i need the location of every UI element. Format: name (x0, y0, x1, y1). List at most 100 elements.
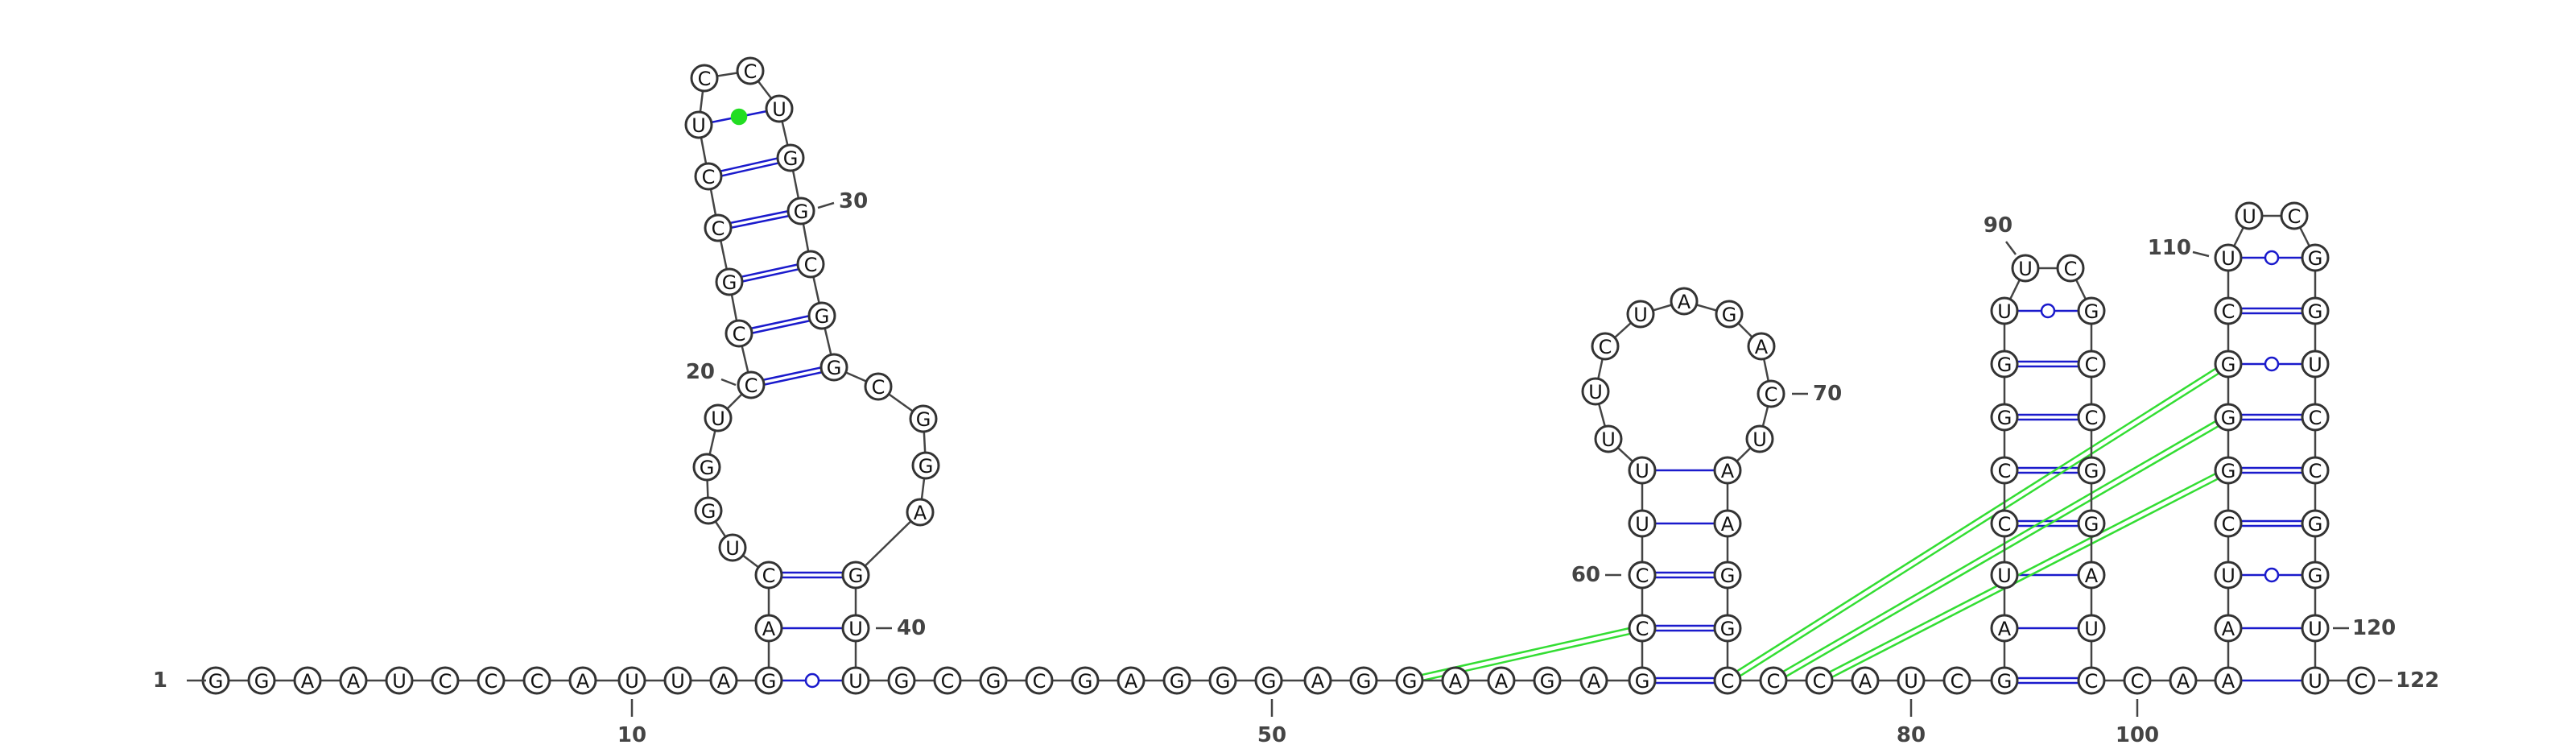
nucleotide-letter: U (711, 408, 725, 430)
nucleotide: C (2077, 403, 2106, 432)
nucleotide: C (1757, 379, 1785, 408)
nucleotide-letter: A (576, 670, 590, 693)
nucleotide-circle (736, 56, 765, 85)
nucleotide-letter: A (1449, 670, 1463, 693)
nucleotide: G (247, 666, 276, 695)
nucleotide: U (841, 614, 870, 643)
label-70: 70 (1813, 382, 1842, 406)
nucleotide-letter: C (2309, 407, 2322, 429)
nucleotide: A (2214, 666, 2243, 695)
nucleotide-circle (568, 666, 597, 695)
nucleotide-letter: G (2221, 354, 2236, 376)
nucleotide: G (776, 143, 805, 172)
nucleotide-letter: C (485, 670, 498, 693)
nucleotide-letter: A (1721, 460, 1735, 482)
nucleotide-circle (1990, 614, 2019, 643)
nucleotide: G (807, 301, 836, 330)
nucleotide: G (979, 666, 1008, 695)
nucleotide-circle (2214, 509, 2243, 538)
nucleotide-letter: G (916, 408, 931, 431)
nucleotide-letter: U (725, 537, 740, 560)
label-90: 90 (1984, 213, 2013, 238)
nucleotide: G (1071, 666, 1100, 695)
nucleotide-letter: U (2221, 247, 2235, 270)
nucleotide: U (2301, 614, 2330, 643)
nucleotide: G (1533, 666, 1562, 695)
nucleotide-circle (2235, 201, 2264, 230)
nucleotide: U (1897, 666, 1926, 695)
nucleotide-letter: C (530, 670, 544, 693)
wobble-pair-marker (2264, 356, 2280, 372)
nucleotide-circle (684, 110, 713, 139)
canonical-pair-line (720, 157, 778, 172)
canonical-pair-line (762, 366, 821, 381)
nucleotide-circle (2301, 456, 2330, 485)
nucleotide: G (1990, 350, 2019, 379)
nucleotide: U (841, 666, 870, 695)
nucleotide: U (2214, 561, 2243, 590)
nucleotide-letter: U (1635, 460, 1649, 482)
nucleotide: A (1117, 666, 1146, 695)
nucleotide: U (663, 666, 692, 695)
nucleotide-letter: C (702, 166, 716, 188)
nucleotide: U (1990, 296, 2019, 325)
nucleotide-circle (841, 614, 870, 643)
nucleotide: G (1713, 614, 1742, 643)
nucleotide-circle (1303, 666, 1332, 695)
nucleotide-circle (754, 561, 783, 590)
nucleotide-letter: A (717, 670, 731, 693)
nucleotide: U (1581, 377, 1610, 406)
nucleotide-letter: G (1356, 670, 1372, 693)
nucleotide: C (2214, 509, 2243, 538)
nucleotide: G (2077, 509, 2106, 538)
nucleotide-circle (431, 666, 460, 695)
nucleotide-circle (1626, 300, 1655, 329)
nucleotide: G (692, 453, 721, 482)
nucleotide: C (1990, 456, 2019, 485)
nucleotide: G (1628, 666, 1657, 695)
nucleotide-circle (2301, 296, 2330, 325)
nucleotide-letter: G (2308, 513, 2323, 536)
nucleotide-circle (477, 666, 506, 695)
nucleotide-circle (2077, 296, 2106, 325)
pseudoknot-pair-line (1782, 420, 2217, 673)
nucleotide: U (2235, 201, 2264, 230)
nucleotide: C (2056, 254, 2085, 283)
nucleotide-circle (2123, 666, 2152, 695)
nucleotide-circle (1713, 561, 1742, 590)
canonical-pair-line (742, 268, 799, 283)
nucleotide-letter: U (2018, 258, 2033, 280)
nucleotide-circle (1071, 666, 1100, 695)
nucleotide-circle (1162, 666, 1191, 695)
nucleotide-letter: A (2085, 565, 2099, 587)
nucleotide: G (2301, 243, 2330, 272)
nucleotide-letter: G (2084, 300, 2099, 323)
nucleotide-letter: G (1170, 670, 1185, 693)
nucleotide-circle (2214, 614, 2243, 643)
nucleotide-circle (2301, 614, 2330, 643)
nucleotide-circle (247, 666, 276, 695)
nucleotide: C (477, 666, 506, 695)
nucleotide-letter: U (772, 98, 786, 121)
nucleotide: A (1990, 614, 2019, 643)
nucleotide-circle (1025, 666, 1054, 695)
nucleotide-circle (1628, 509, 1657, 538)
nucleotide: U (704, 403, 733, 432)
nucleotide-circle (1942, 666, 1971, 695)
pseudoknot-pair-line (1831, 478, 2219, 678)
nucleotide-letter: U (1752, 428, 1767, 451)
nucleotide: C (1591, 332, 1620, 361)
pseudoknot-links (1421, 367, 2220, 682)
nucleotide-letter: A (1587, 670, 1601, 693)
nucleotide-circle (1713, 614, 1742, 643)
nucleotide: G (2077, 456, 2106, 485)
nucleotide-circle (1990, 561, 2019, 590)
canonical-pair-line (731, 214, 790, 229)
nucleotide-letter: C (1721, 670, 1735, 693)
nucleotide: A (1851, 666, 1880, 695)
canonical-pair-line (764, 371, 823, 386)
nucleotide: C (2077, 350, 2106, 379)
nucleotide: C (796, 250, 825, 279)
nucleotide: G (1208, 666, 1237, 695)
